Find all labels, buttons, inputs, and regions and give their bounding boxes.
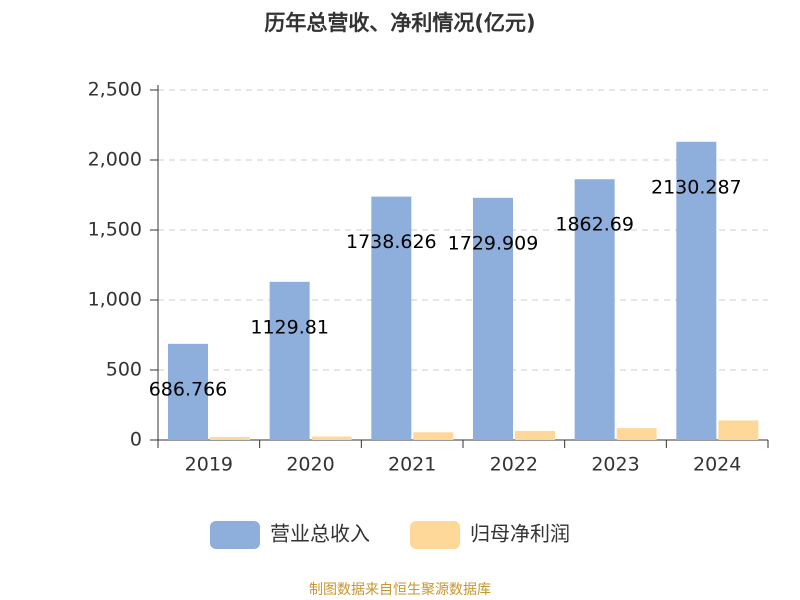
legend-swatch <box>410 521 460 549</box>
y-tick-label: 1,500 <box>88 219 142 241</box>
bar <box>168 343 208 440</box>
x-tick-label: 2019 <box>185 454 233 476</box>
bar <box>210 437 250 440</box>
y-tick-label: 2,000 <box>88 149 142 171</box>
data-label: 1862.69 <box>555 214 634 236</box>
x-tick-label: 2021 <box>388 454 436 476</box>
y-tick-label: 0 <box>130 429 142 451</box>
chart-title: 历年总营收、净利情况(亿元) <box>264 11 535 35</box>
y-tick-label: 500 <box>106 359 142 381</box>
data-label: 1729.909 <box>448 232 539 254</box>
x-tick-label: 2020 <box>286 454 334 476</box>
data-label: 1738.626 <box>346 231 437 253</box>
legend-label: 营业总收入 <box>270 522 370 546</box>
bar <box>311 436 352 440</box>
bar <box>616 428 657 440</box>
bar <box>473 197 513 440</box>
bar <box>515 430 555 440</box>
bar <box>676 141 717 440</box>
x-tick-label: 2024 <box>693 454 741 476</box>
bar <box>371 196 412 440</box>
x-tick-label: 2023 <box>591 454 639 476</box>
data-label: 686.766 <box>149 378 228 400</box>
bar <box>269 281 310 440</box>
source-note: 制图数据来自恒生聚源数据库 <box>309 582 491 598</box>
y-tick-label: 1,000 <box>88 289 142 311</box>
y-tick-label: 2,500 <box>88 79 142 101</box>
legend-label: 归母净利润 <box>470 522 570 546</box>
bar <box>718 420 759 440</box>
data-label: 2130.287 <box>651 176 742 198</box>
x-tick-label: 2022 <box>490 454 538 476</box>
data-label: 1129.81 <box>250 316 329 338</box>
legend-swatch <box>210 521 260 549</box>
bar <box>413 432 454 440</box>
bar <box>574 179 615 441</box>
